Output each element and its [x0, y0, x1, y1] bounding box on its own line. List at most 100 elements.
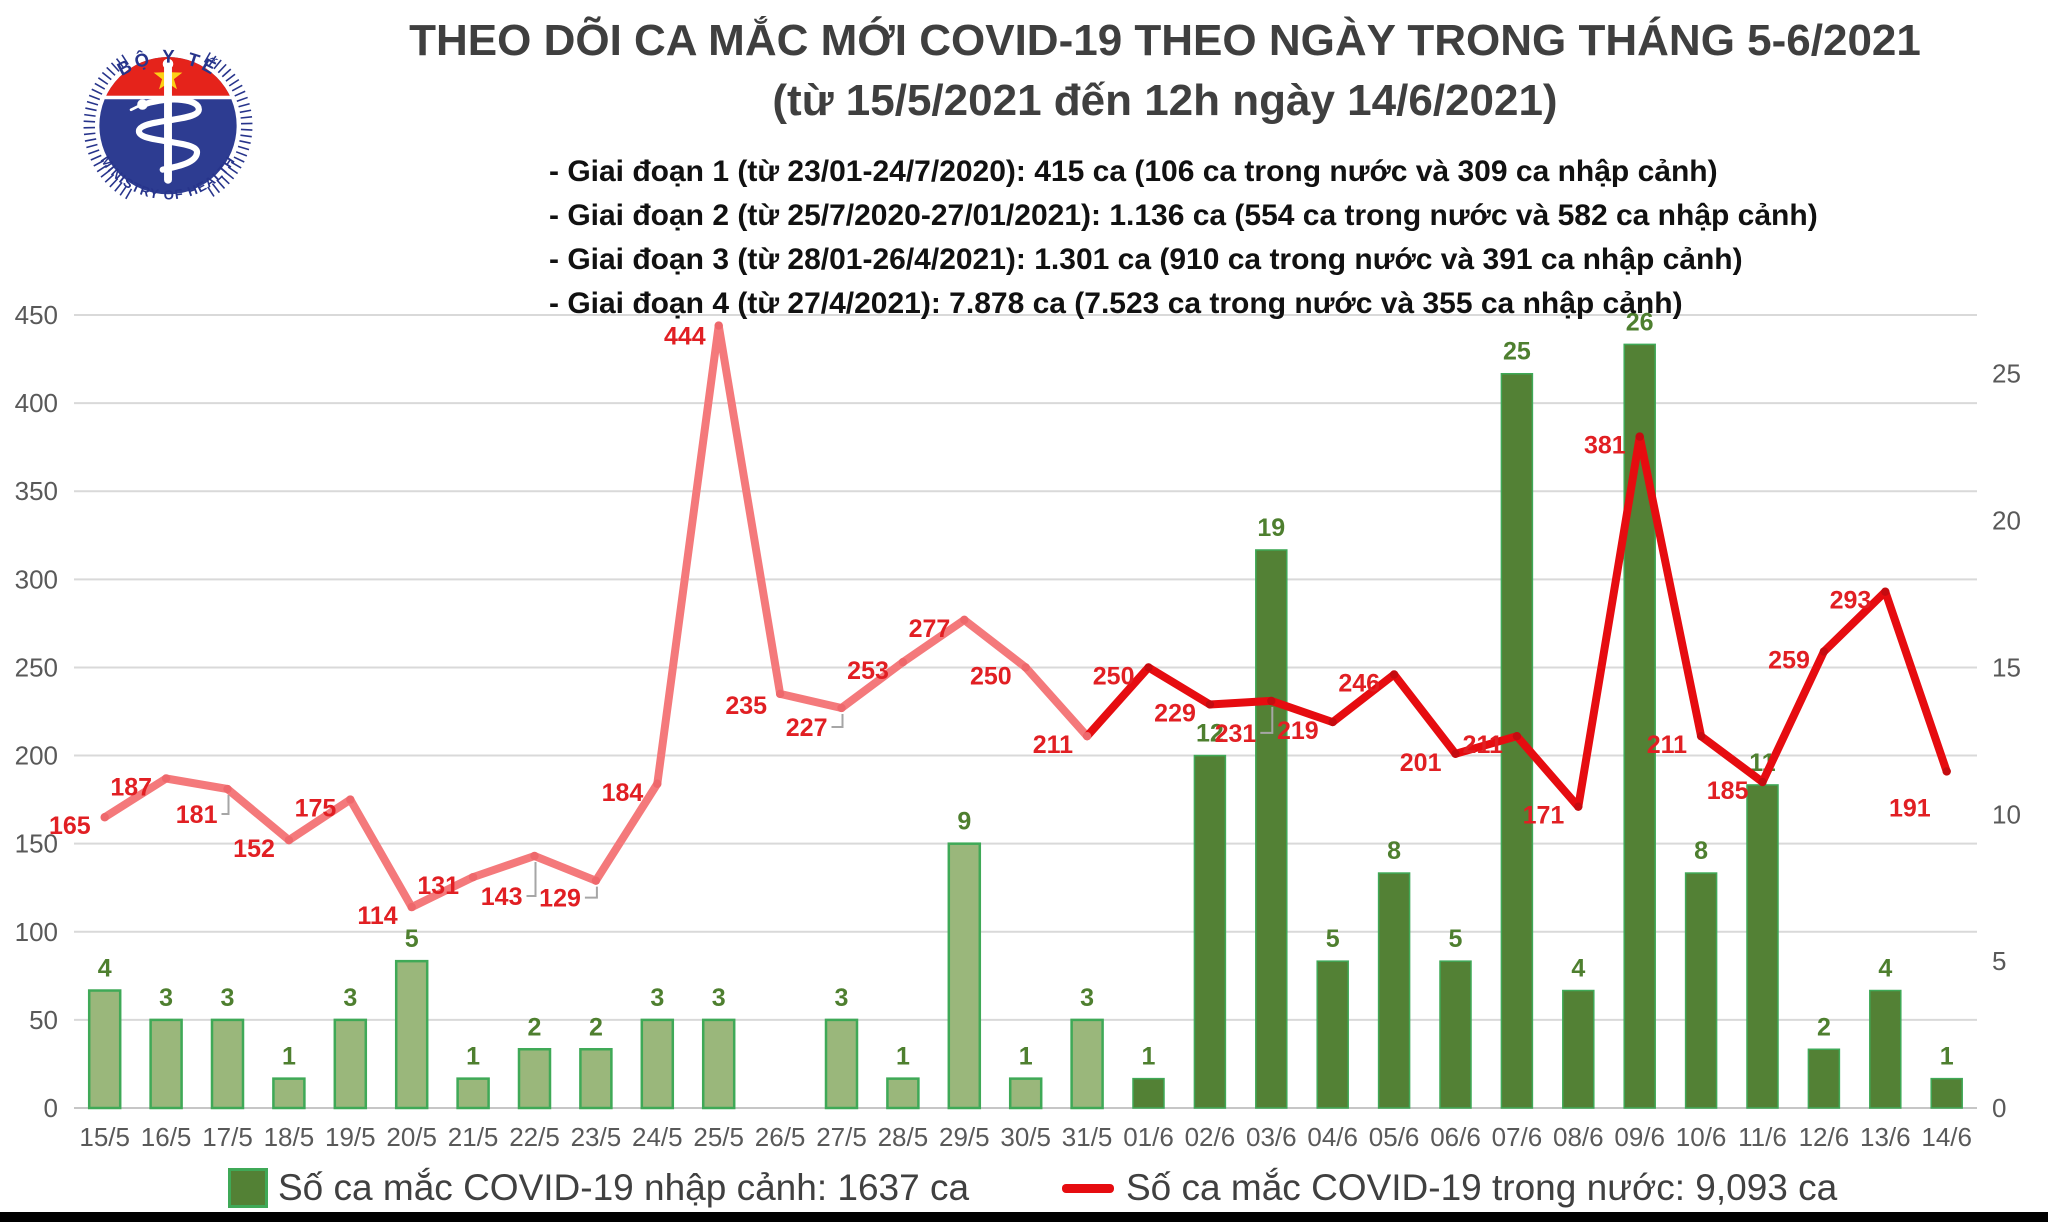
phase-4-line: - Giai đoạn 4 (từ 27/4/2021): 7.878 ca (… — [549, 287, 1683, 320]
bar — [824, 1018, 859, 1110]
x-axis-tick-label: 07/6 — [1492, 1122, 1543, 1152]
line-value-label: 231 — [1215, 720, 1257, 748]
line-point — [1267, 696, 1276, 706]
logo-radial-line — [231, 84, 243, 92]
ministry-of-health-logo: BỘ Y TẾ MINISTRY OF HEALTH — [83, 45, 253, 202]
legend-red-dash-icon — [1062, 1183, 1114, 1193]
line-point — [1082, 731, 1092, 741]
x-axis-tick-label: 20/5 — [386, 1122, 437, 1152]
x-axis-tick-label: 16/5 — [141, 1122, 192, 1152]
logo-radial-line — [227, 166, 239, 175]
bar — [87, 989, 122, 1110]
logo-radial-line — [97, 77, 109, 85]
bar-value-label: 1 — [1142, 1043, 1156, 1071]
x-axis-tick-label: 31/5 — [1062, 1122, 1113, 1152]
logo-radial-line — [109, 178, 119, 188]
logo-radial-line — [234, 90, 246, 97]
logo-radial-line — [213, 59, 222, 70]
bar — [1684, 872, 1718, 1109]
bar — [1070, 1018, 1104, 1110]
bar — [1930, 1077, 1963, 1109]
line-value-label: 250 — [970, 662, 1012, 690]
line-value-label: 175 — [295, 795, 337, 823]
line-point — [898, 657, 908, 667]
bar — [333, 1018, 368, 1110]
bar-value-label: 1 — [466, 1043, 480, 1071]
phase-2-line: - Giai đoạn 2 (từ 25/7/2020-27/01/2021):… — [549, 199, 1818, 232]
line-value-label: 235 — [725, 692, 767, 720]
logo-radial-line — [101, 71, 112, 81]
x-axis-tick-label: 28/5 — [878, 1122, 929, 1152]
bar — [1193, 754, 1227, 1109]
bar-value-label: 3 — [343, 984, 357, 1012]
line-point — [1819, 647, 1829, 656]
line-value-label: 219 — [1277, 717, 1319, 745]
line-value-label: 253 — [847, 657, 889, 685]
line-value-label: 211 — [1647, 731, 1687, 759]
x-axis-tick-label: 30/5 — [1000, 1122, 1051, 1152]
logo-radial-line — [88, 94, 101, 101]
left-axis-tick-label: 0 — [44, 1093, 58, 1123]
bar-value-label: 1 — [1019, 1043, 1033, 1071]
bar — [517, 1048, 552, 1110]
line-value-label: 381 — [1584, 432, 1626, 460]
logo-radial-line — [86, 143, 98, 149]
logo-radial-line — [125, 188, 133, 200]
bar — [1746, 784, 1779, 1109]
left-axis-tick-label: 350 — [15, 476, 58, 506]
line-point — [714, 321, 723, 330]
line-value-label: 187 — [110, 773, 152, 801]
line-point — [1389, 670, 1399, 679]
line-point — [1144, 663, 1153, 672]
bar-value-label: 2 — [589, 1013, 603, 1041]
phase-summary: - Giai đoạn 1 (từ 23/01-24/7/2020): 415 … — [549, 150, 1818, 326]
legend-item-imported: Số ca mắc COVID-19 nhập cảnh: 1637 ca — [228, 1164, 969, 1212]
logo-radial-line — [217, 63, 227, 74]
logo-radial-line — [240, 128, 253, 131]
logo-radial-line — [240, 116, 253, 119]
line-point — [1942, 767, 1951, 776]
logo-radial-line — [207, 186, 215, 197]
right-axis-tick-label: 10 — [1992, 799, 2021, 829]
x-axis-tick-label: 22/5 — [509, 1122, 560, 1152]
line-point — [775, 689, 785, 699]
logo-radial-lines — [83, 52, 253, 200]
line-value-label: 171 — [1523, 802, 1565, 830]
x-axis-tick-label: 04/6 — [1307, 1122, 1358, 1152]
line-value-label: 293 — [1830, 587, 1872, 615]
legend-imported-label: Số ca mắc COVID-19 nhập cảnh: 1637 ca — [278, 1167, 970, 1208]
bar-value-label: 3 — [835, 984, 849, 1012]
line-point — [530, 851, 539, 861]
logo-radial-line — [91, 88, 103, 95]
bar-value-label: 12 — [1196, 720, 1224, 748]
logo-radial-line — [84, 113, 96, 117]
line-value-label: 246 — [1338, 669, 1380, 697]
line-value-label: 181 — [176, 801, 218, 829]
logo-radial-line — [235, 151, 248, 157]
bar — [886, 1077, 920, 1110]
legend-green-square-icon — [228, 1168, 268, 1208]
logo-radial-line — [83, 132, 96, 136]
bar — [149, 1018, 183, 1110]
x-axis-tick-label: 21/5 — [448, 1122, 499, 1152]
bar — [210, 1018, 245, 1110]
left-axis-tick-label: 450 — [15, 300, 58, 330]
line-point — [346, 795, 355, 804]
bar — [456, 1077, 490, 1110]
x-axis-tick-label: 06/6 — [1430, 1122, 1481, 1152]
line-value-label: 211 — [1033, 731, 1073, 759]
logo-radial-line — [236, 96, 248, 103]
bar — [1562, 989, 1595, 1109]
right-axis-tick-label: 25 — [1992, 359, 2021, 389]
line-point — [161, 774, 171, 783]
right-axis-tick-label: 0 — [1992, 1093, 2006, 1123]
logo-radial-line — [94, 82, 106, 90]
logo-radial-line — [208, 55, 217, 66]
logo-radial-line — [83, 120, 96, 123]
bar-value-label: 8 — [1694, 837, 1708, 865]
line-value-label: 131 — [417, 872, 459, 900]
logo-radial-line — [119, 185, 128, 196]
logo-radial-line — [237, 145, 250, 151]
x-axis-tick-label: 26/5 — [755, 1122, 806, 1152]
